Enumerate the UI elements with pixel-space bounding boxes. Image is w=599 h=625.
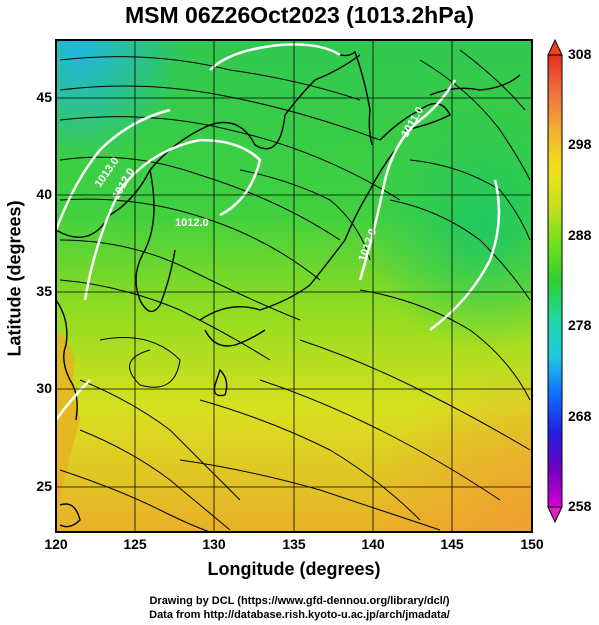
- colorbar-tick-label: 288: [568, 227, 592, 243]
- colorbar: [547, 38, 563, 524]
- colorbar-tick-label: 268: [568, 408, 592, 424]
- x-axis-label: Longitude (degrees): [207, 559, 381, 579]
- isobars: [56, 43, 501, 421]
- y-tick-label: 25: [36, 478, 52, 494]
- y-tick-label: 35: [36, 283, 52, 299]
- x-tick-label: 140: [361, 536, 385, 552]
- x-tick-label: 125: [123, 536, 147, 552]
- colorbar-max-arrow: [547, 38, 563, 56]
- colorbar-min-arrow: [547, 506, 563, 524]
- colorbar-tick-label: 278: [568, 317, 592, 333]
- wind-streamlines: [59, 49, 531, 532]
- isobar-label: 1012.0: [175, 217, 209, 229]
- plot-frame: [55, 39, 533, 533]
- y-tick-label: 45: [36, 89, 52, 105]
- credit-line-data: Data from http://database.rish.kyoto-u.a…: [149, 609, 450, 621]
- graticule: [56, 40, 532, 532]
- x-tick-label: 120: [44, 536, 68, 552]
- x-tick-label: 145: [440, 536, 464, 552]
- y-tick-label: 40: [36, 186, 52, 202]
- y-tick-label: 30: [36, 380, 52, 396]
- x-tick-label: 150: [520, 536, 544, 552]
- colorbar-tick-label: 258: [568, 498, 592, 514]
- x-tick-label: 130: [202, 536, 226, 552]
- credit-line-drawing: Drawing by DCL (https://www.gfd-dennou.o…: [149, 595, 450, 607]
- colorbar-tick-label: 308: [568, 46, 592, 62]
- colorbar-tick-label: 298: [568, 136, 592, 152]
- x-tick-label: 135: [282, 536, 306, 552]
- map-title: MSM 06Z26Oct2023 (1013.2hPa): [124, 2, 474, 28]
